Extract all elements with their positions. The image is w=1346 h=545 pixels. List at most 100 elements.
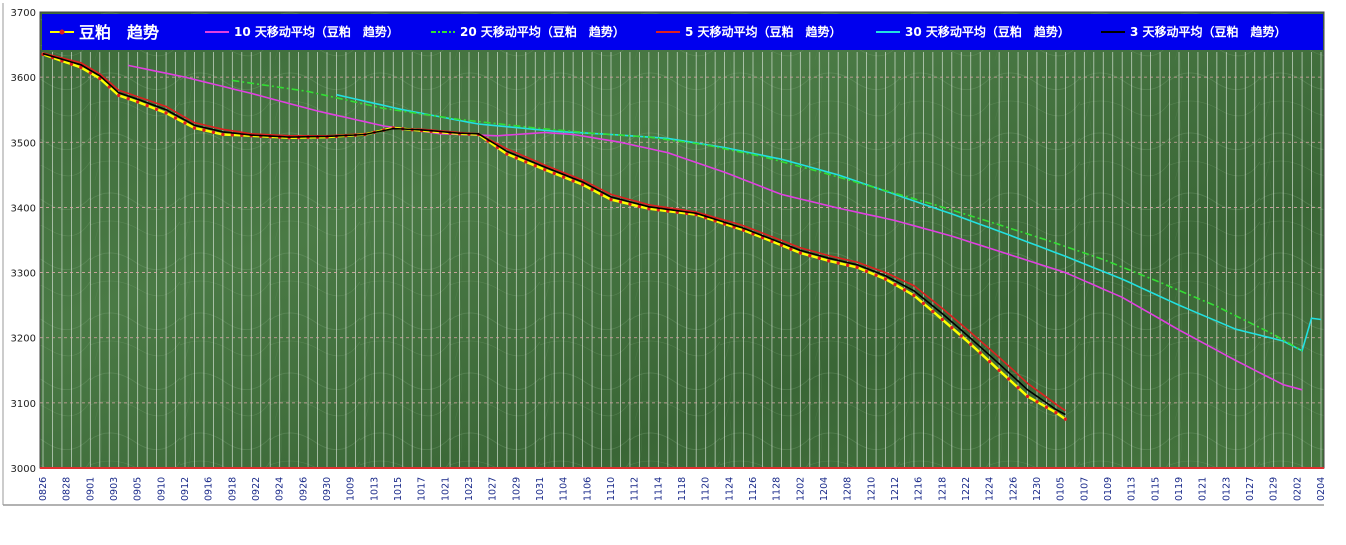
trend-point <box>561 175 566 179</box>
trend-point <box>789 247 793 251</box>
x-tick-label: 0926 <box>298 477 309 501</box>
x-tick-label: 1027 <box>488 477 499 501</box>
x-tick-label: 0930 <box>322 477 333 501</box>
trend-point <box>1044 405 1049 409</box>
x-tick-label: 0924 <box>275 477 286 501</box>
y-tick-label: 3700 <box>11 8 36 19</box>
x-tick-label: 1202 <box>795 477 806 501</box>
trend-point <box>987 359 992 364</box>
trend-point <box>931 309 935 314</box>
trend-point <box>912 293 916 298</box>
x-tick-label: 1222 <box>961 477 972 501</box>
series-layer <box>41 52 1322 421</box>
trend-point <box>69 62 74 66</box>
trend-point <box>656 208 661 212</box>
y-tick-label: 3200 <box>11 334 36 345</box>
trend-point <box>1035 400 1039 404</box>
x-tick-label: 0121 <box>1198 477 1209 501</box>
x-tick-label: 0905 <box>133 477 144 501</box>
trend-point <box>628 202 632 206</box>
trend-point <box>836 261 840 265</box>
x-tick-label: 0826 <box>38 477 49 501</box>
trend-point <box>1006 377 1011 381</box>
x-tick-label: 0129 <box>1269 477 1280 501</box>
legend-label: 20 天移动平均（豆粕 趋势） <box>460 24 625 39</box>
x-axis: 0826 0828 0901 0903 0905 0910 0912 0916 0918 0922… <box>38 477 1327 501</box>
x-tick-label: 1210 <box>866 477 877 501</box>
trend-point <box>940 317 945 322</box>
trend-point <box>798 251 803 255</box>
trend-point <box>145 103 149 108</box>
x-tick-label: 1128 <box>772 477 783 501</box>
trend-point <box>173 116 178 120</box>
trend-point <box>571 179 575 183</box>
trend-point <box>808 253 812 258</box>
legend-label: 10 天移动平均（豆粕 趋势） <box>234 24 399 39</box>
y-tick-label: 3000 <box>11 464 36 475</box>
y-axis: 3000 3100 3200 3300 3400 3500 3600 3700 <box>11 8 36 475</box>
legend: 豆粕 趋势 10 天移动平均（豆粕 趋势） 20 天移动平均（豆粕 趋势） 5 天移动… <box>42 14 1323 50</box>
x-tick-label: 1031 <box>535 477 546 501</box>
trend-point <box>827 259 831 263</box>
x-tick-label: 1112 <box>630 477 641 501</box>
x-tick-label: 0109 <box>1103 477 1114 501</box>
x-tick-label: 0901 <box>85 477 96 501</box>
y-tick-label: 3600 <box>11 73 36 84</box>
trend-point <box>117 93 121 98</box>
date-gridlines <box>42 52 1322 468</box>
x-tick-label: 0204 <box>1316 477 1327 501</box>
x-tick-label: 1124 <box>724 477 735 501</box>
x-tick-label: 1208 <box>843 477 854 501</box>
trend-point <box>1025 394 1030 399</box>
trend-point <box>969 342 973 346</box>
x-tick-label: 1023 <box>464 477 475 501</box>
trend-point <box>202 128 206 132</box>
trend-point <box>618 200 623 204</box>
y-tick-label: 3500 <box>11 138 36 149</box>
trend-point <box>950 326 954 330</box>
x-tick-label: 0918 <box>227 477 238 501</box>
plot-texture <box>40 12 1324 468</box>
trend-point <box>893 282 897 287</box>
y-tick-label: 3100 <box>11 399 36 410</box>
x-tick-label: 1021 <box>440 477 451 501</box>
trend-point <box>211 130 216 134</box>
series-line-ma-30 <box>336 93 1322 352</box>
value-gridlines <box>40 76 1324 469</box>
x-tick-label: 0127 <box>1245 477 1256 501</box>
x-tick-label: 1230 <box>1032 477 1043 501</box>
trend-point <box>883 277 888 281</box>
trend-point <box>609 197 613 202</box>
x-tick-label: 0123 <box>1221 477 1232 501</box>
legend-label: 豆粕 趋势 <box>79 23 159 42</box>
trend-point <box>590 187 594 192</box>
series-line-ma-20 <box>232 79 1303 352</box>
trend-point <box>192 126 197 130</box>
trend-point <box>817 256 821 260</box>
x-tick-label: 1029 <box>511 477 522 501</box>
x-tick-label: 1212 <box>890 477 901 501</box>
trend-point <box>779 243 784 247</box>
trend-point <box>533 164 537 168</box>
trend-point <box>1063 417 1068 421</box>
x-tick-label: 0113 <box>1127 477 1138 501</box>
trend-point <box>902 288 907 292</box>
x-tick-label: 1110 <box>606 477 617 501</box>
trend-point <box>855 265 859 270</box>
series-line-ma-10 <box>128 64 1303 391</box>
x-tick-label: 0912 <box>180 477 191 501</box>
x-tick-label: 0115 <box>1150 477 1161 501</box>
x-tick-label: 1009 <box>346 477 357 501</box>
x-tick-label: 1204 <box>819 477 830 501</box>
trend-point <box>1016 385 1020 390</box>
x-tick-label: 1226 <box>1008 477 1019 501</box>
x-tick-label: 0105 <box>1056 477 1067 501</box>
x-tick-label: 0202 <box>1292 477 1303 501</box>
trend-point <box>88 71 93 75</box>
trend-point <box>997 368 1001 372</box>
trend-point <box>79 65 83 70</box>
x-tick-label: 1114 <box>653 477 664 501</box>
y-tick-label: 3400 <box>11 203 36 214</box>
trend-point <box>505 152 509 156</box>
trend-point <box>514 156 519 160</box>
